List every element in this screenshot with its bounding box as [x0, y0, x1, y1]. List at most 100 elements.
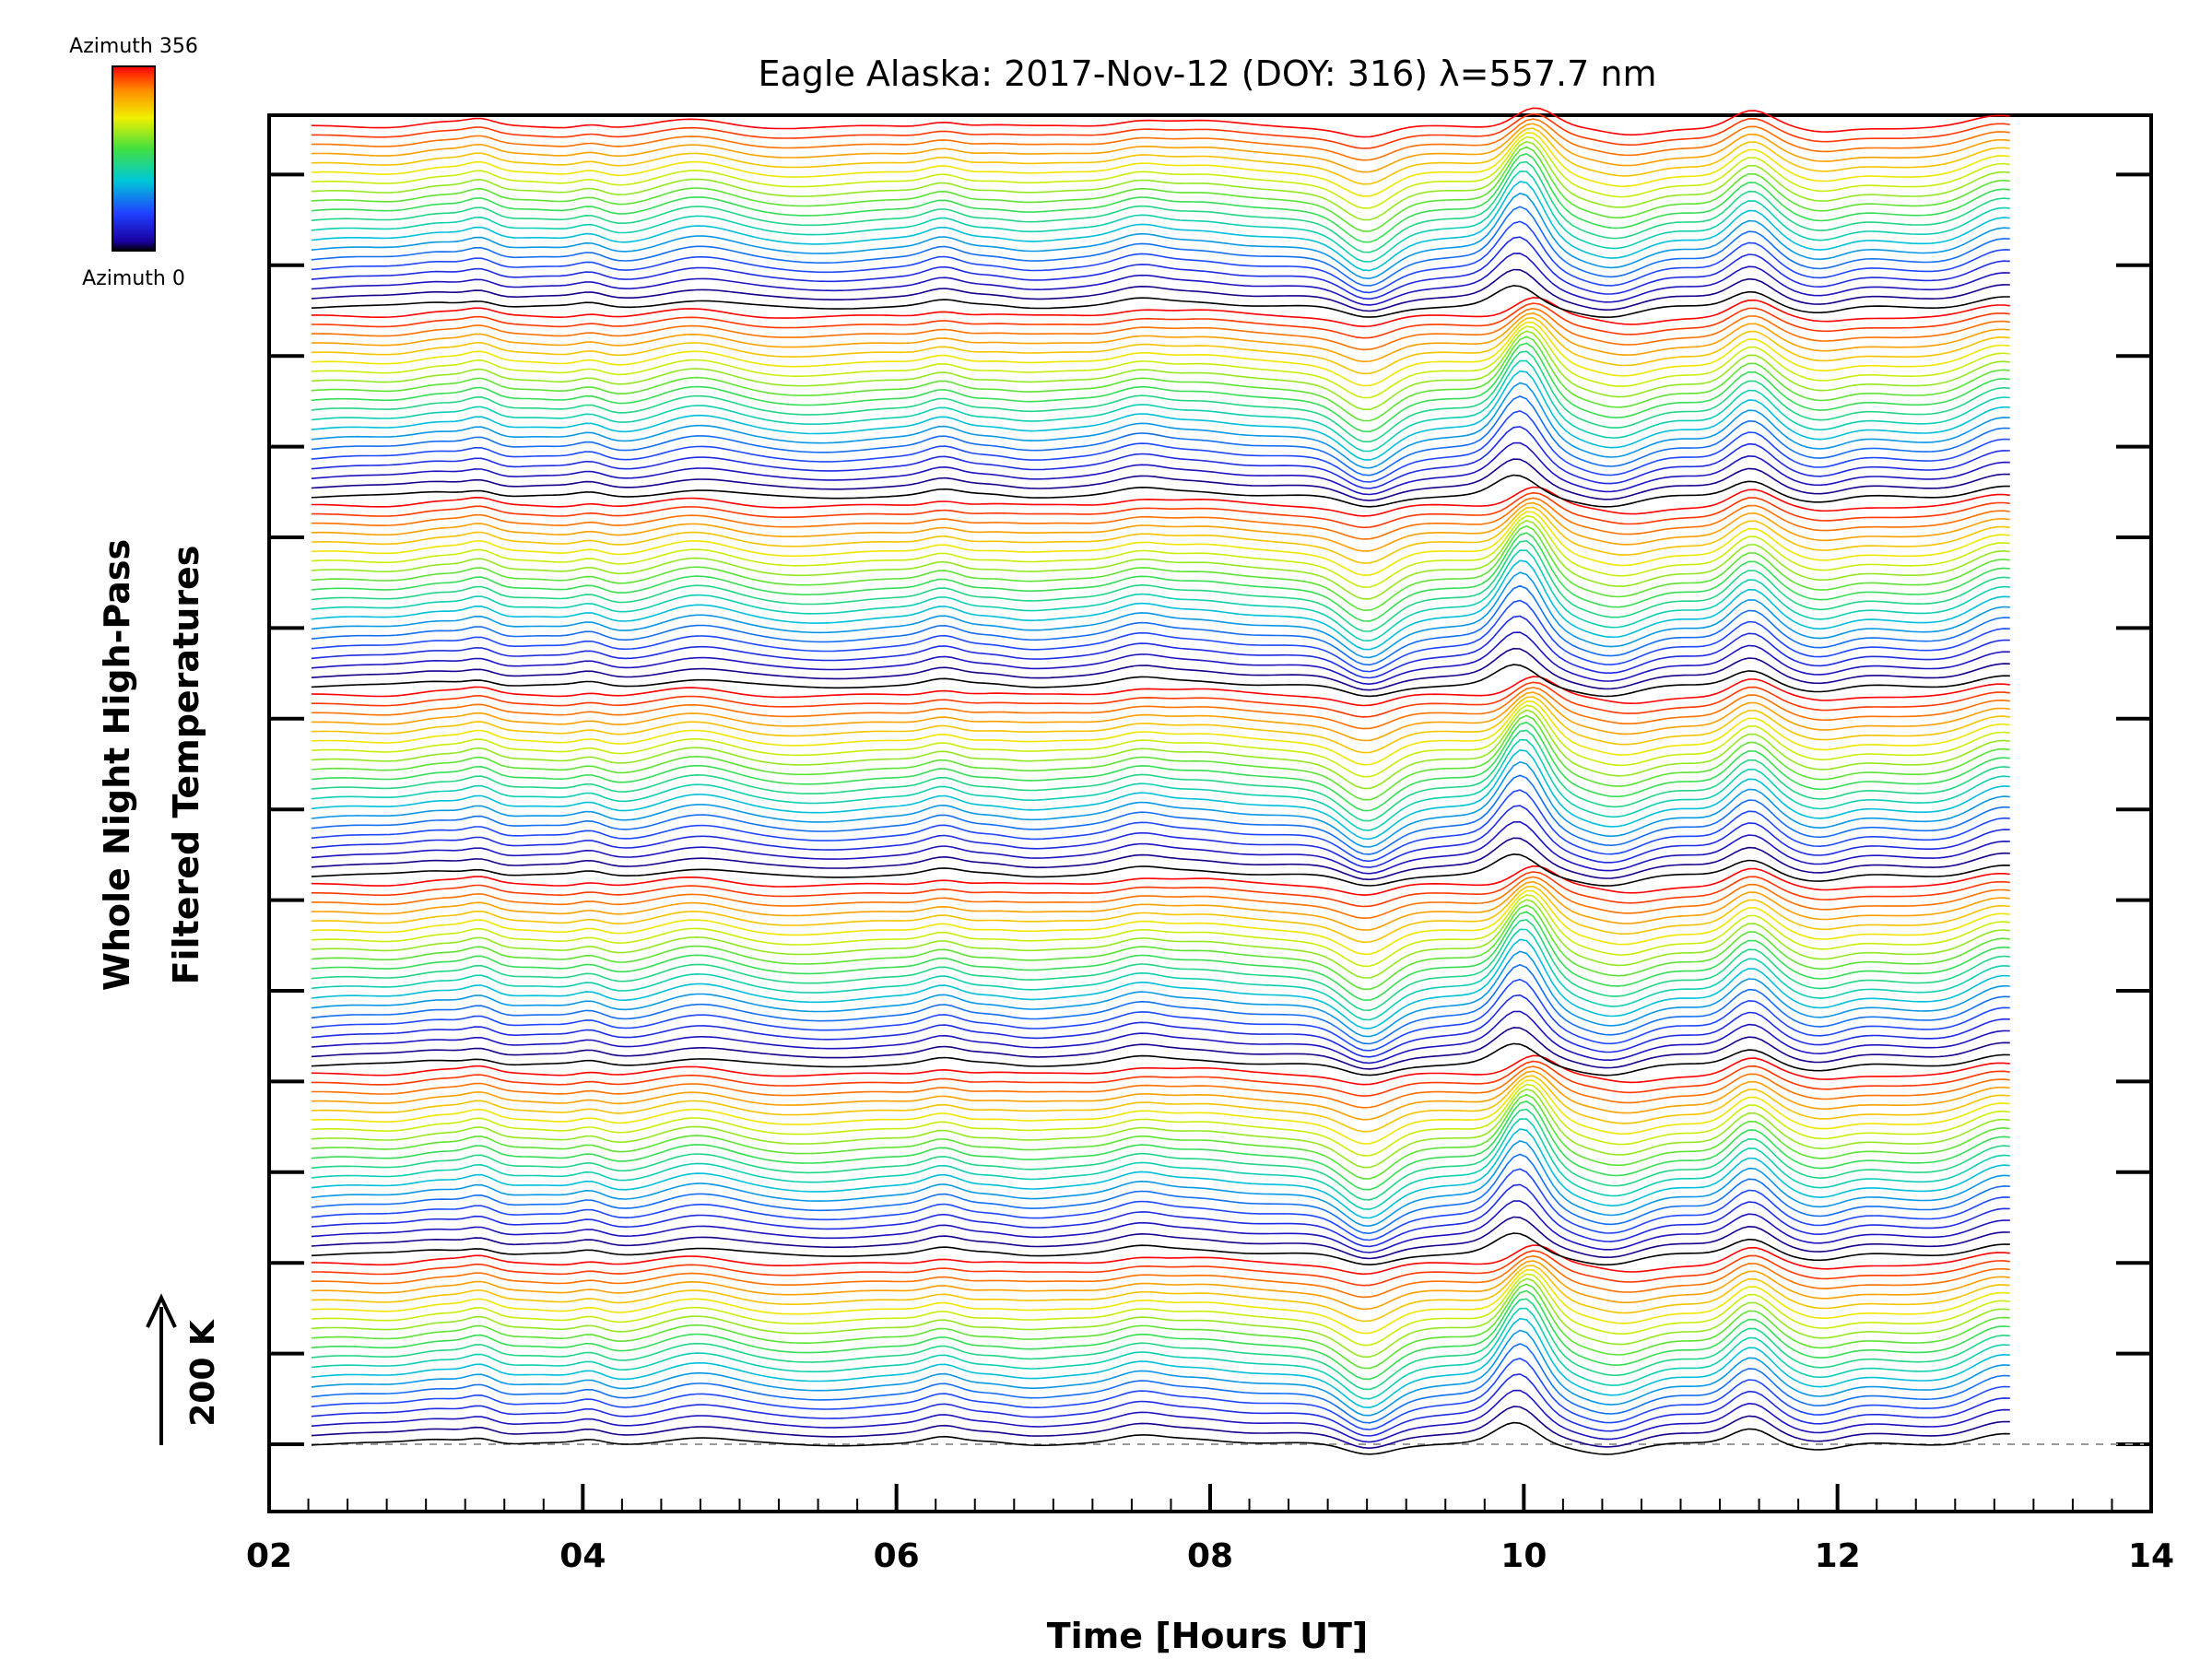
azimuth-trace	[311, 458, 2010, 501]
azimuth-trace	[311, 681, 2010, 718]
azimuth-trace	[311, 1277, 2010, 1359]
azimuth-trace	[311, 853, 2010, 887]
azimuth-trace	[311, 1358, 2010, 1430]
scale-bar: 200 K	[146, 1293, 222, 1445]
azimuth-trace	[311, 704, 2010, 778]
azimuth-trace	[311, 123, 2010, 173]
azimuth-trace	[311, 1027, 2010, 1070]
azimuth-trace	[311, 1065, 2010, 1109]
azimuth-trace	[311, 1010, 2010, 1065]
azimuth-trace	[311, 1075, 2010, 1133]
azimuth-trace	[311, 285, 2010, 319]
temperature-traces	[311, 107, 2010, 1455]
azimuth-trace	[311, 899, 2010, 979]
colorbar-top-label: Azimuth 356	[69, 35, 198, 58]
azimuth-trace	[311, 342, 2010, 433]
x-tick-label: 10	[1500, 1537, 1547, 1575]
azimuth-trace	[311, 302, 2010, 339]
azimuth-trace	[311, 307, 2010, 351]
azimuth-trace	[311, 524, 2010, 611]
azimuth-trace	[311, 359, 2010, 453]
azimuth-trace	[311, 584, 2010, 666]
azimuth-trace	[311, 760, 2010, 848]
azimuth-trace	[311, 152, 2010, 243]
azimuth-trace	[311, 486, 2010, 517]
azimuth-trace	[311, 904, 2010, 991]
azimuth-trace	[311, 1373, 2010, 1437]
azimuth-trace	[311, 181, 2010, 272]
azimuth-trace	[311, 1298, 2010, 1391]
azimuth-trace	[311, 312, 2010, 363]
azimuth-trace	[311, 539, 2010, 632]
azimuth-trace	[311, 748, 2010, 841]
x-tick-label: 04	[559, 1537, 606, 1575]
x-axis-label: Time [Hours UT]	[1047, 1616, 1369, 1656]
azimuth-trace	[311, 1283, 2010, 1370]
azimuth-trace	[311, 938, 2010, 1030]
azimuth-trace	[311, 876, 2010, 920]
azimuth-trace	[311, 691, 2010, 742]
azimuth-trace	[311, 171, 2010, 263]
azimuth-trace	[311, 1088, 2010, 1169]
azimuth-trace	[311, 206, 2010, 287]
azimuth-trace	[311, 135, 2010, 209]
azimuth-trace	[311, 1153, 2010, 1235]
azimuth-trace	[311, 885, 2010, 944]
azimuth-trace	[311, 1254, 2010, 1299]
x-tick-label: 14	[2128, 1537, 2174, 1575]
azimuth-trace	[311, 297, 2010, 328]
azimuth-trace	[311, 160, 2010, 253]
azimuth-trace	[311, 805, 2010, 868]
azimuth-trace	[311, 721, 2010, 812]
azimuth-trace	[311, 963, 2010, 1045]
azimuth-trace	[311, 127, 2010, 185]
azimuth-trace	[311, 1200, 2010, 1253]
azimuth-trace	[311, 1083, 2010, 1157]
scale-bar-label: 200 K	[184, 1319, 222, 1427]
azimuth-trace	[311, 316, 2010, 375]
azimuth-trace	[311, 738, 2010, 831]
azimuth-trace	[311, 268, 2010, 312]
azimuth-trace	[311, 1343, 2010, 1424]
azimuth-trace	[311, 1289, 2010, 1381]
azimuth-trace	[311, 994, 2010, 1058]
azimuth-trace	[311, 978, 2010, 1052]
azimuth-trace	[311, 709, 2010, 790]
azimuth-trace	[311, 1244, 2010, 1276]
azimuth-trace	[311, 1070, 2010, 1121]
azimuth-trace	[311, 107, 2010, 138]
azimuth-trace	[311, 647, 2010, 691]
chart-title: Eagle Alaska: 2017-Nov-12 (DOY: 316) λ=5…	[759, 53, 1657, 94]
azimuth-trace	[311, 865, 2010, 896]
azimuth-trace	[311, 474, 2010, 508]
azimuth-trace	[311, 1268, 2010, 1335]
colorbar-bottom-label: Azimuth 0	[82, 267, 185, 290]
azimuth-trace	[311, 700, 2010, 766]
azimuth-trace	[311, 1260, 2010, 1311]
azimuth-trace	[311, 1406, 2010, 1450]
azimuth-trace	[311, 919, 2010, 1012]
azimuth-trace	[311, 615, 2010, 679]
azimuth-trace	[311, 532, 2010, 622]
azimuth-trace	[311, 1183, 2010, 1248]
azimuth-trace	[311, 880, 2010, 931]
azimuth-trace	[311, 820, 2010, 875]
azimuth-trace	[311, 599, 2010, 673]
azimuth-trace	[311, 894, 2010, 968]
azimuth-trace	[311, 370, 2010, 461]
azimuth-trace	[311, 1042, 2010, 1077]
azimuth-trace	[311, 335, 2010, 422]
azimuth-trace	[311, 549, 2010, 642]
y-axis-label-line2: Filtered Temperatures	[166, 546, 206, 985]
azimuth-trace	[311, 112, 2010, 149]
azimuth-trace	[311, 687, 2010, 730]
azimuth-trace	[311, 714, 2010, 801]
azimuth-trace	[311, 889, 2010, 956]
azimuth-trace	[311, 1421, 2010, 1455]
azimuth-trace	[311, 696, 2010, 754]
azimuth-trace	[311, 1108, 2010, 1201]
azimuth-trace	[311, 911, 2010, 1001]
azimuth-trace	[311, 497, 2010, 540]
azimuth-trace	[311, 236, 2010, 300]
x-tick-label: 02	[246, 1537, 292, 1575]
